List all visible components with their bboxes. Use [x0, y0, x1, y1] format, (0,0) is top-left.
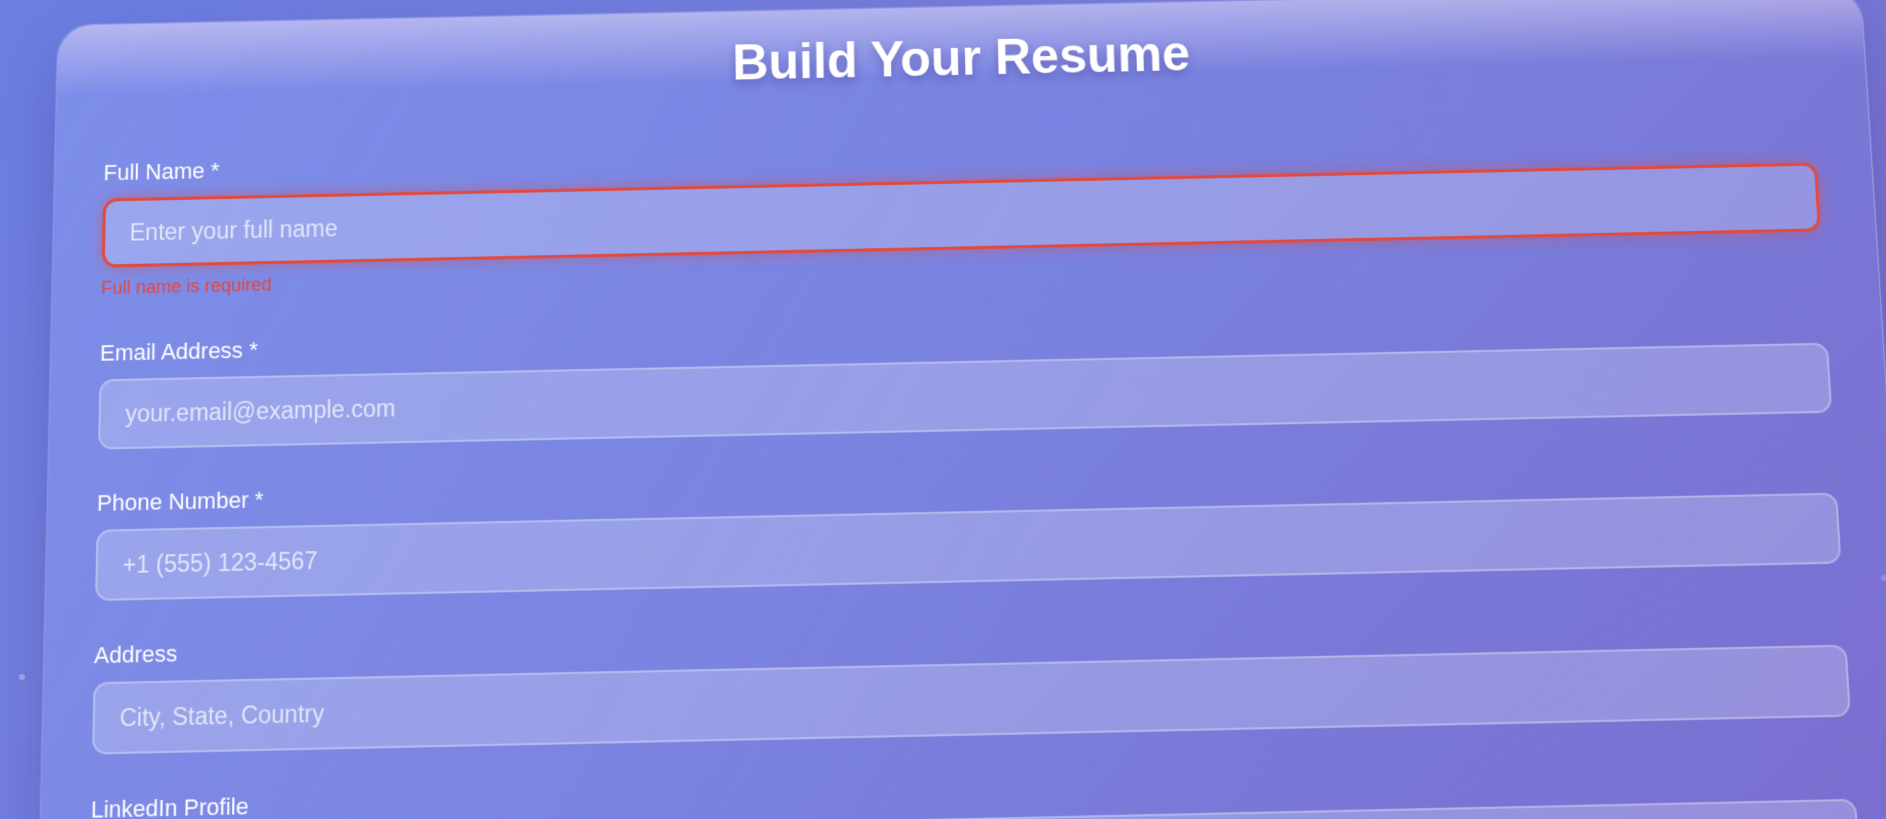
- full-name-field: Full Name * Full name is required: [101, 124, 1823, 299]
- linkedin-field: LinkedIn Profile: [89, 758, 1860, 819]
- resume-form-card: Build Your Resume Full Name * Full name …: [37, 0, 1886, 819]
- phone-field: Phone Number *: [95, 453, 1841, 601]
- address-field: Address: [92, 605, 1851, 755]
- email-field: Email Address *: [98, 304, 1832, 450]
- page-title: Build Your Resume: [57, 10, 1866, 106]
- background-dot: [19, 674, 25, 680]
